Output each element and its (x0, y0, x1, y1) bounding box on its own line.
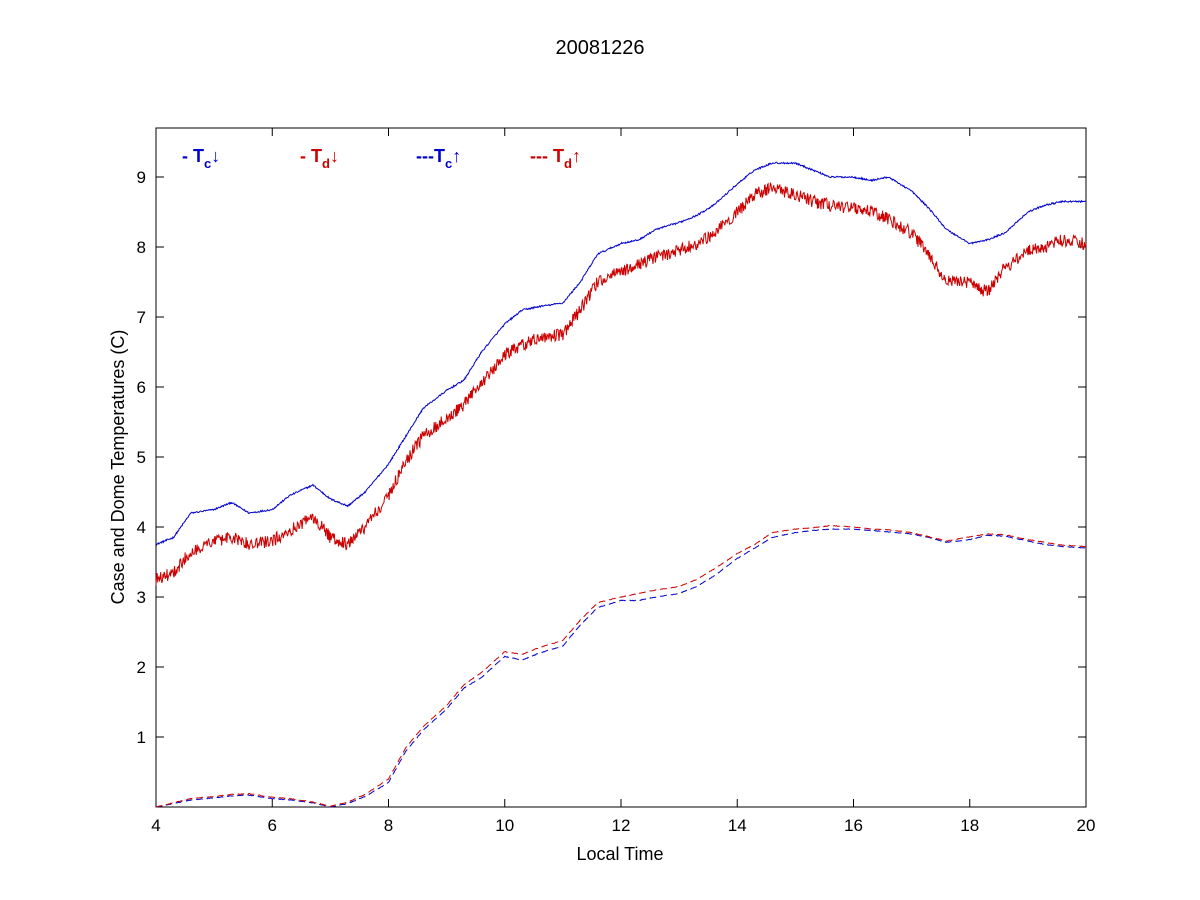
legend: - Tc↓ - Td↓ ---Tc↑ --- Td↑ (182, 146, 581, 171)
x-tick-label: 18 (960, 816, 979, 835)
series-line-4 (155, 524, 1087, 808)
series-line-3 (155, 528, 1087, 808)
legend-entry-2: - Td↓ (300, 146, 339, 171)
y-tick-label: 7 (137, 308, 146, 327)
y-tick-label: 5 (137, 448, 146, 467)
series-line-2 (155, 182, 1087, 586)
x-tick-label: 20 (1077, 816, 1096, 835)
y-tick-label: 2 (137, 658, 146, 677)
y-tick-label: 3 (137, 588, 146, 607)
plot-frame (155, 127, 1087, 808)
x-axis-label: Local Time (576, 844, 663, 864)
y-tick-label: 9 (137, 168, 146, 187)
legend-entry-3: ---Tc↑ (416, 146, 461, 171)
x-tick-label: 8 (384, 816, 393, 835)
chart-title: 20081226 (556, 37, 645, 59)
legend-entry-4: --- Td↑ (530, 146, 581, 171)
y-tick-label: 6 (137, 378, 146, 397)
x-tick-label: 16 (844, 816, 863, 835)
x-tick-label: 14 (728, 816, 747, 835)
legend-entry-1: - Tc↓ (182, 146, 220, 171)
series-line-1 (155, 161, 1087, 546)
x-tick-label: 12 (612, 816, 631, 835)
y-axis-label: Case and Dome Temperatures (C) (108, 330, 128, 605)
x-tick-label: 4 (151, 816, 160, 835)
y-tick-label: 4 (137, 518, 146, 537)
x-tick-label: 10 (495, 816, 514, 835)
x-tick-label: 6 (268, 816, 277, 835)
y-tick-label: 1 (137, 728, 146, 747)
y-tick-label: 8 (137, 238, 146, 257)
